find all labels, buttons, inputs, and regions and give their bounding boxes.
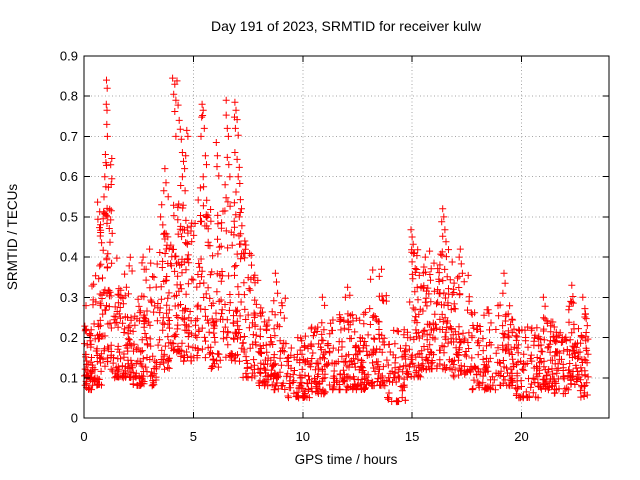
scatter-points	[81, 74, 592, 406]
x-tick-label: 10	[296, 429, 310, 444]
y-tick-label: 0.2	[60, 330, 78, 345]
y-tick-labels: 0 0.1 0.2 0.3 0.4 0.5 0.6 0.7 0.8 0.9	[60, 49, 78, 426]
y-axis-label: SRMTID / TECUs	[5, 184, 20, 291]
y-tick-label: 0.4	[60, 250, 78, 265]
x-axis-label: GPS time / hours	[295, 452, 398, 467]
chart-title: Day 191 of 2023, SRMTID for receiver kul…	[211, 18, 482, 34]
y-tick-label: 0	[71, 411, 78, 426]
y-tick-label: 0.1	[60, 370, 78, 385]
y-tick-label: 0.8	[60, 89, 78, 104]
y-tick-label: 0.9	[60, 49, 78, 64]
plot-border	[83, 55, 610, 419]
y-tick-label: 0.7	[60, 129, 78, 144]
y-tick-label: 0.5	[60, 209, 78, 224]
x-tick-label: 0	[80, 429, 87, 444]
y-tick-label: 0.3	[60, 290, 78, 305]
x-tick-label: 15	[405, 429, 419, 444]
x-tick-label: 5	[190, 429, 197, 444]
x-tick-label: 20	[514, 429, 528, 444]
x-tick-labels: 0 5 10 15 20	[80, 429, 528, 444]
y-tick-label: 0.6	[60, 169, 78, 184]
